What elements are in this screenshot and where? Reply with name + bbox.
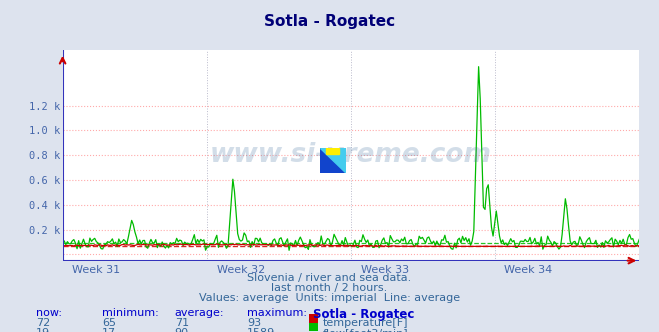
Text: 93: 93 bbox=[247, 318, 261, 328]
Text: last month / 2 hours.: last month / 2 hours. bbox=[272, 283, 387, 293]
Text: average:: average: bbox=[175, 308, 224, 318]
Text: flow[foot3/min]: flow[foot3/min] bbox=[322, 328, 408, 332]
Polygon shape bbox=[320, 148, 346, 173]
Text: 90: 90 bbox=[175, 328, 188, 332]
Text: Slovenia / river and sea data.: Slovenia / river and sea data. bbox=[247, 273, 412, 283]
Text: Sotla - Rogatec: Sotla - Rogatec bbox=[313, 308, 415, 321]
Text: 72: 72 bbox=[36, 318, 51, 328]
Text: www.si-vreme.com: www.si-vreme.com bbox=[210, 142, 492, 168]
Polygon shape bbox=[326, 148, 339, 154]
Text: 65: 65 bbox=[102, 318, 116, 328]
Text: maximum:: maximum: bbox=[247, 308, 307, 318]
Text: 19: 19 bbox=[36, 328, 50, 332]
Text: temperature[F]: temperature[F] bbox=[322, 318, 408, 328]
Text: minimum:: minimum: bbox=[102, 308, 159, 318]
Text: 1589: 1589 bbox=[247, 328, 275, 332]
Text: 71: 71 bbox=[175, 318, 188, 328]
Text: Sotla - Rogatec: Sotla - Rogatec bbox=[264, 14, 395, 29]
Polygon shape bbox=[320, 148, 346, 173]
Text: Values: average  Units: imperial  Line: average: Values: average Units: imperial Line: av… bbox=[199, 293, 460, 303]
Text: now:: now: bbox=[36, 308, 62, 318]
Text: 17: 17 bbox=[102, 328, 116, 332]
